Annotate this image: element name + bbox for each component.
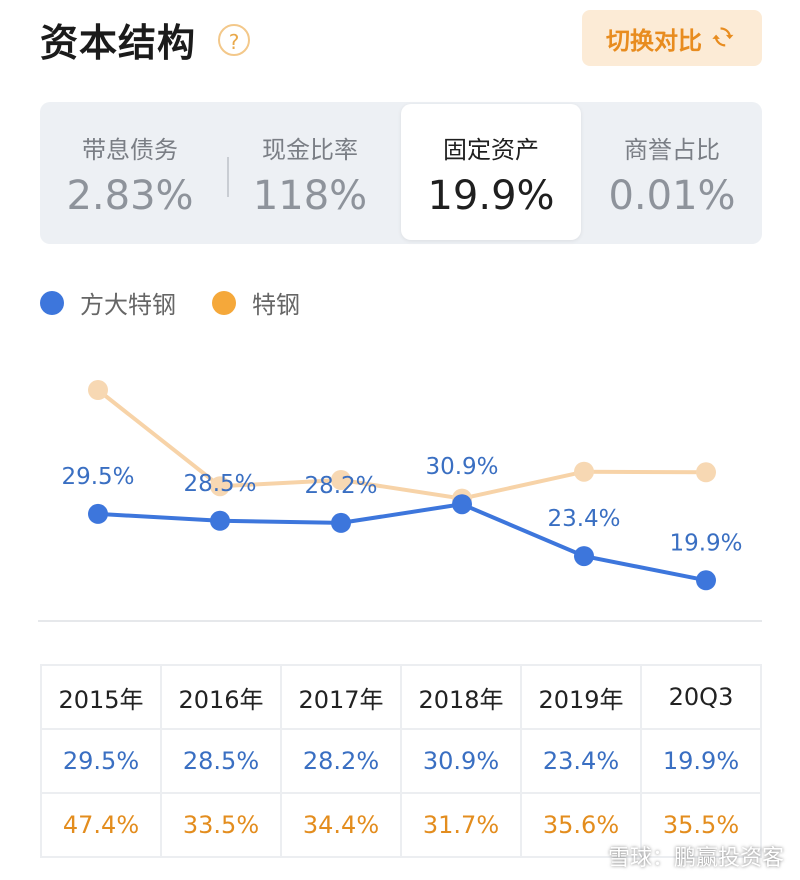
line-chart: 29.5% 28.5% 28.2% 30.9% 23.4% 19.9% xyxy=(38,380,762,622)
metric-value: 118% xyxy=(252,173,368,219)
data-table: 2015年 2016年 2017年 2018年 2019年 20Q3 29.5%… xyxy=(40,664,762,858)
data-label: 29.5% xyxy=(61,464,134,490)
table-cell: 35.5% xyxy=(640,792,762,858)
help-icon[interactable]: ? xyxy=(218,24,250,56)
data-label: 30.9% xyxy=(425,454,498,480)
metric-label: 固定资产 xyxy=(443,136,539,164)
data-label: 28.2% xyxy=(304,473,377,499)
series-point-tegang xyxy=(210,476,230,497)
series-point-tegang xyxy=(696,462,716,483)
table-header-cell: 2019年 xyxy=(520,664,642,730)
table-cell: 31.7% xyxy=(400,792,522,858)
metric-label: 带息债务 xyxy=(82,136,178,164)
table-cell: 35.6% xyxy=(520,792,642,858)
series-point-fangda xyxy=(331,512,351,533)
series-line-fangda xyxy=(97,502,707,583)
table-cell: 47.4% xyxy=(40,792,162,858)
table-header-cell: 2016年 xyxy=(160,664,282,730)
series-point-tegang xyxy=(331,470,351,490)
switch-compare-button[interactable]: 切换对比 xyxy=(582,10,762,66)
series-point-fangda xyxy=(696,570,716,591)
series-point-fangda xyxy=(210,510,230,531)
metric-tab-cash-ratio[interactable]: 现金比率 118% xyxy=(220,102,400,244)
chart-legend: 方大特钢 特钢 xyxy=(40,285,336,320)
watermark: 雪球：鹏赢投资客 xyxy=(607,846,784,871)
metric-tabs: 带息债务 2.83% 现金比率 118% 固定资产 19.9% 商誉占比 0.0… xyxy=(40,102,762,244)
table-cell: 30.9% xyxy=(400,728,522,794)
series-point-tegang xyxy=(88,380,108,400)
data-label: 23.4% xyxy=(547,506,620,532)
table-header-cell: 20Q3 xyxy=(640,664,762,730)
table-cell: 28.2% xyxy=(280,728,402,794)
switch-compare-label: 切换对比 xyxy=(606,26,702,55)
metric-label: 商誉占比 xyxy=(624,136,720,164)
series-point-fangda xyxy=(574,546,594,567)
series-point-fangda xyxy=(88,503,108,524)
metric-tab-fixed-assets[interactable]: 固定资产 19.9% xyxy=(401,104,581,240)
legend-dot-blue xyxy=(40,290,64,315)
metric-value: 0.01% xyxy=(608,173,736,219)
metric-divider xyxy=(227,157,229,197)
metric-value: 19.9% xyxy=(427,173,555,219)
legend-dot-orange xyxy=(212,290,236,315)
legend-item-series2[interactable]: 特钢 xyxy=(212,285,300,320)
data-label: 28.5% xyxy=(183,471,256,497)
legend-label: 特钢 xyxy=(252,291,300,319)
legend-label: 方大特钢 xyxy=(80,291,176,319)
metric-tab-goodwill[interactable]: 商誉占比 0.01% xyxy=(582,102,762,244)
table-header-row: 2015年 2016年 2017年 2018年 2019年 20Q3 xyxy=(40,664,762,730)
table-row: 47.4% 33.5% 34.4% 31.7% 35.6% 35.5% xyxy=(40,792,762,858)
table-cell: 29.5% xyxy=(40,728,162,794)
table-cell: 33.5% xyxy=(160,792,282,858)
refresh-icon xyxy=(712,27,734,47)
legend-item-series1[interactable]: 方大特钢 xyxy=(40,285,176,320)
metric-value: 2.83% xyxy=(66,173,194,219)
series-line-tegang xyxy=(96,388,707,501)
table-cell: 28.5% xyxy=(160,728,282,794)
table-cell: 34.4% xyxy=(280,792,402,858)
table-cell: 23.4% xyxy=(520,728,642,794)
table-header-cell: 2018年 xyxy=(400,664,522,730)
series-point-tegang xyxy=(574,461,594,482)
metric-label: 现金比率 xyxy=(262,136,358,164)
table-header-cell: 2017年 xyxy=(280,664,402,730)
metric-tab-debt[interactable]: 带息债务 2.83% xyxy=(40,102,220,244)
data-label: 19.9% xyxy=(669,530,742,556)
table-cell: 19.9% xyxy=(640,728,762,794)
table-header-cell: 2015年 xyxy=(40,664,162,730)
series-point-fangda xyxy=(452,494,472,515)
table-row: 29.5% 28.5% 28.2% 30.9% 23.4% 19.9% xyxy=(40,728,762,794)
page-title: 资本结构 xyxy=(40,21,197,65)
